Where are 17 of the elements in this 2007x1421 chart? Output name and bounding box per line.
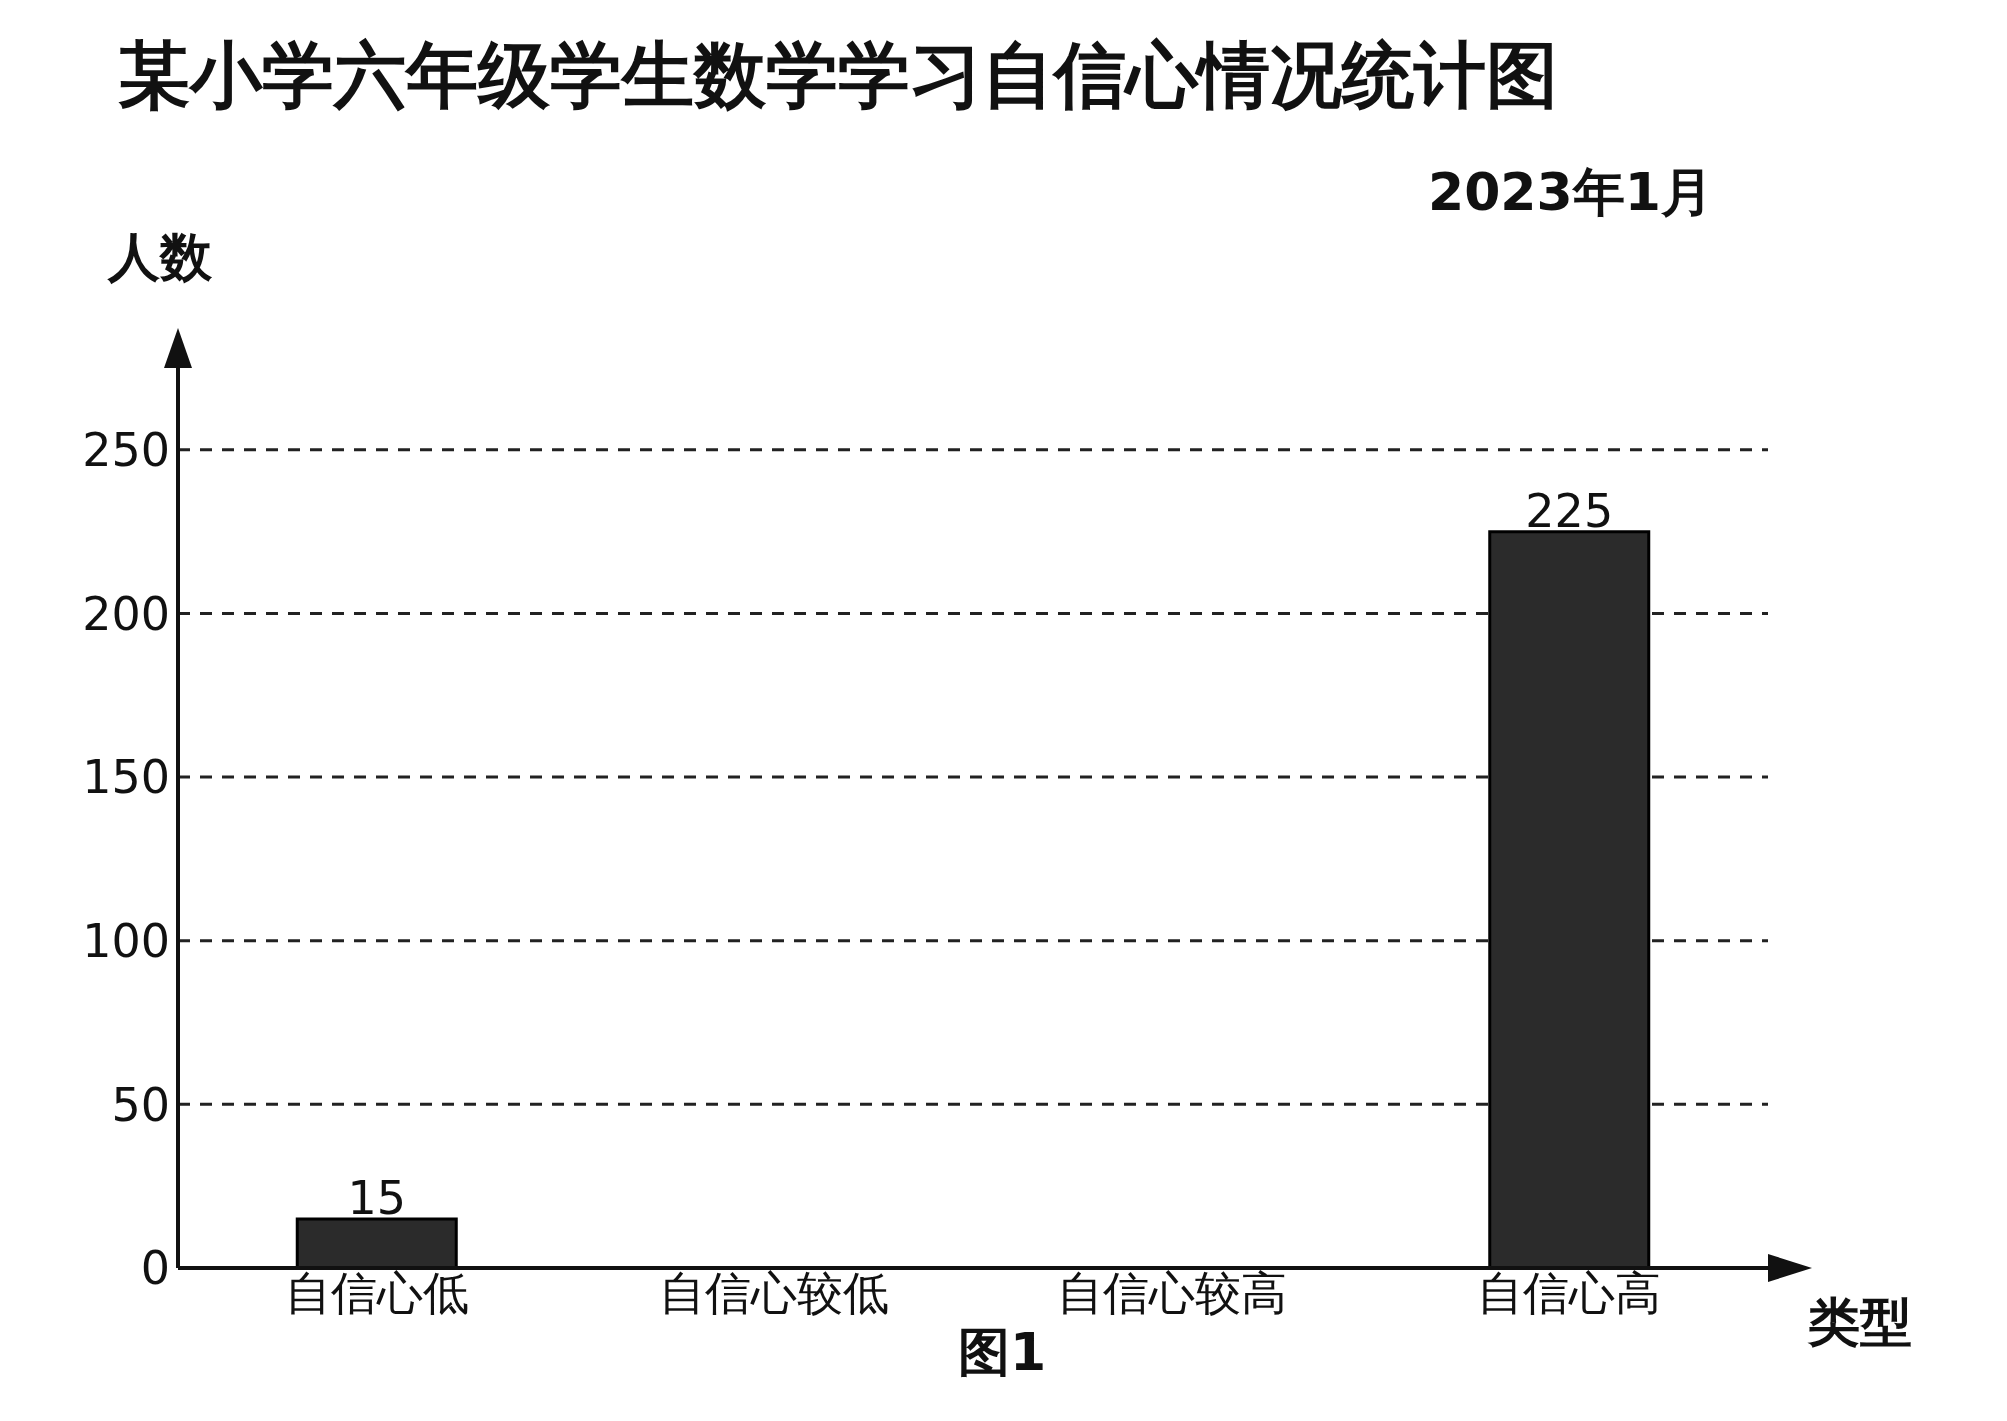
data-label: 225 [1525,483,1614,538]
y-tick-label: 250 [82,423,170,478]
x-tick-label: 自信心低 [284,1265,469,1320]
chart-title: 某小学六年级学生数学学习自信心情况统计图 [118,32,1558,119]
y-tick-label: 150 [82,750,170,805]
x-axis-title: 类型 [1808,1291,1912,1354]
y-tick-label: 50 [111,1077,170,1132]
caption: 图1 [958,1321,1047,1384]
y-tick-label: 0 [140,1241,170,1296]
data-label: 15 [347,1170,407,1225]
y-axis-title: 人数 [108,226,212,289]
x-tick-label: 自信心较高 [1056,1265,1287,1320]
chart-subtitle: 2023年1月 [1428,161,1713,224]
x-tick-label: 自信心较低 [659,1265,890,1320]
y-tick-label: 200 [82,586,170,641]
y-tick-label: 100 [82,914,170,969]
x-tick-label: 自信心高 [1477,1265,1662,1320]
